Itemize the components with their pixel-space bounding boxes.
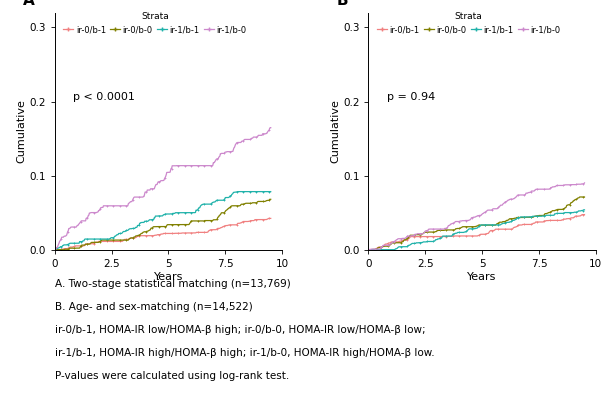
Legend: ir-0/b-1, ir-0/b-0, ir-1/b-1, ir-1/b-0: ir-0/b-1, ir-0/b-0, ir-1/b-1, ir-1/b-0	[377, 12, 560, 34]
Text: p < 0.0001: p < 0.0001	[73, 93, 135, 103]
Text: B: B	[337, 0, 348, 8]
Text: B. Age- and sex-matching (n=14,522): B. Age- and sex-matching (n=14,522)	[55, 302, 252, 312]
Text: A. Two-stage statistical matching (n=13,769): A. Two-stage statistical matching (n=13,…	[55, 279, 291, 289]
Text: A: A	[23, 0, 35, 8]
Legend: ir-0/b-1, ir-0/b-0, ir-1/b-1, ir-1/b-0: ir-0/b-1, ir-0/b-0, ir-1/b-1, ir-1/b-0	[63, 12, 246, 34]
Text: ir-1/b-1, HOMA-IR high/HOMA-β high; ir-1/b-0, HOMA-IR high/HOMA-β low.: ir-1/b-1, HOMA-IR high/HOMA-β high; ir-1…	[55, 348, 434, 358]
Text: p = 0.94: p = 0.94	[387, 93, 435, 103]
Y-axis label: Cumulative: Cumulative	[330, 99, 340, 163]
Y-axis label: Cumulative: Cumulative	[16, 99, 26, 163]
X-axis label: Years: Years	[154, 272, 183, 282]
Text: ir-0/b-1, HOMA-IR low/HOMA-β high; ir-0/b-0, HOMA-IR low/HOMA-β low;: ir-0/b-1, HOMA-IR low/HOMA-β high; ir-0/…	[55, 325, 426, 335]
Text: P-values were calculated using log-rank test.: P-values were calculated using log-rank …	[55, 371, 289, 381]
X-axis label: Years: Years	[468, 272, 497, 282]
